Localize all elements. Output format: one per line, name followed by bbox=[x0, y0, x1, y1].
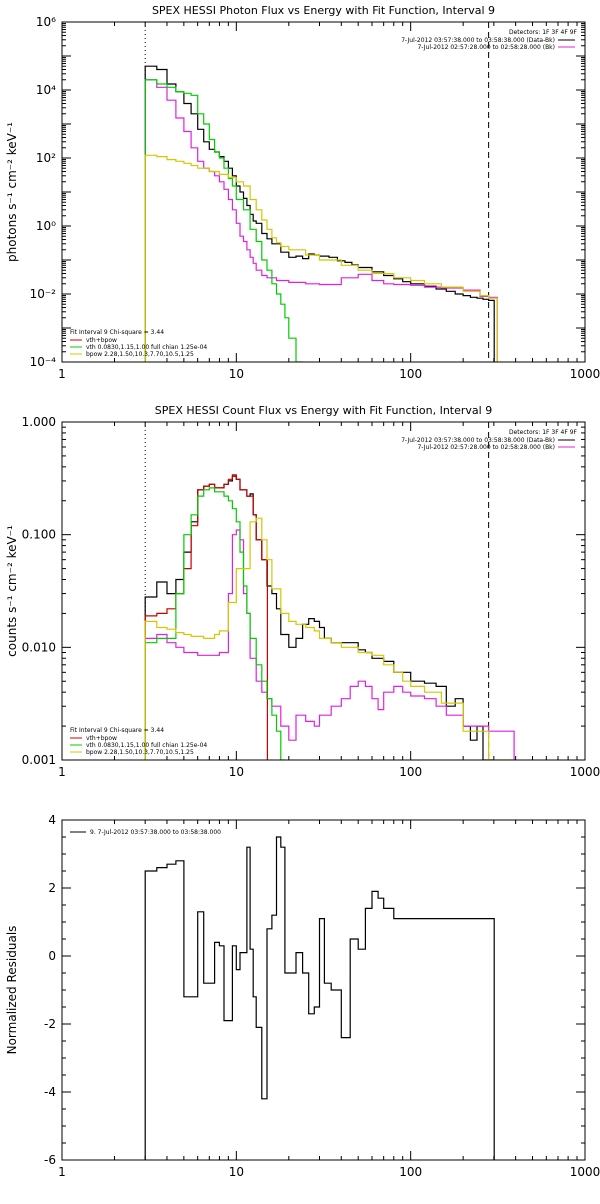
y-tick-label: 10² bbox=[36, 151, 56, 165]
legend-label: 9. 7-Jul-2012 03:57:38.000 to 03:58:38.0… bbox=[90, 829, 221, 836]
series-line-1 bbox=[144, 836, 495, 1160]
fit-line-label: vth+bpow bbox=[86, 337, 117, 344]
series-line-3 bbox=[144, 79, 304, 362]
legend-detectors: Detectors: 1F 3F 4F 9F bbox=[509, 429, 578, 436]
y-tick-label: 0.100 bbox=[22, 528, 56, 542]
fit-line-label: bpow 2.28,1.50,10.3,7.70,10.5,1.25 bbox=[86, 351, 194, 358]
series-line-4 bbox=[144, 154, 498, 362]
x-tick-label: 1000 bbox=[570, 367, 600, 381]
y-axis-label: photons s⁻¹ cm⁻² keV⁻¹ bbox=[5, 122, 19, 262]
fit-header: Fit Interval 9 Chi-square = 3.44 bbox=[70, 329, 164, 336]
fit-line-label: vth 0.0830,1.15,1.00 full chian 1.25e-04 bbox=[86, 742, 207, 749]
legend-entry-label: 7-Jul-2012 02:57:28.000 to 02:58:28.000 … bbox=[417, 44, 555, 51]
legend-entry-label: 7-Jul-2012 03:57:38.000 to 03:58:38.000 … bbox=[401, 437, 555, 444]
x-tick-label: 100 bbox=[399, 765, 422, 779]
series-line-2 bbox=[144, 474, 268, 760]
series-line-3 bbox=[144, 529, 515, 760]
y-axis-label: counts s⁻¹ cm⁻² keV⁻¹ bbox=[5, 525, 19, 657]
legend-entry-label: 7-Jul-2012 03:57:38.000 to 03:58:38.000 … bbox=[401, 37, 555, 44]
fit-line-label: vth 0.0830,1.15,1.00 full chian 1.25e-04 bbox=[86, 344, 207, 351]
y-tick-label: 0.010 bbox=[22, 640, 56, 654]
y-tick-label: 10⁴ bbox=[36, 83, 56, 97]
y-axis-label: Normalized Residuals bbox=[5, 926, 19, 1055]
x-tick-label: 10 bbox=[229, 765, 244, 779]
y-tick-label: 1.000 bbox=[22, 415, 56, 429]
fit-line-label: bpow 2.28,1.50,10.3,7.70,10.5,1.25 bbox=[86, 749, 194, 756]
y-tick-label: 0 bbox=[48, 949, 56, 963]
chart-3: 1 10 100 1000 -6 -4 -2 0 2 4 Normalized Residuals 9… bbox=[5, 813, 600, 1179]
x-tick-label: 1000 bbox=[570, 765, 600, 779]
x-tick-label: 10 bbox=[229, 367, 244, 381]
y-tick-label: -2 bbox=[44, 1017, 56, 1031]
series-group bbox=[144, 474, 515, 760]
y-tick-label: 4 bbox=[48, 813, 56, 827]
y-tick-label: 2 bbox=[48, 881, 56, 895]
chart-title: SPEX HESSI Count Flux vs Energy with Fit… bbox=[155, 404, 492, 417]
series-group bbox=[144, 65, 498, 362]
chart-2: SPEX HESSI Count Flux vs Energy with Fit… bbox=[5, 404, 600, 779]
y-tick-label: -4 bbox=[44, 1085, 56, 1099]
series-line-2 bbox=[144, 79, 498, 362]
y-tick-label: 10⁻² bbox=[30, 287, 57, 301]
plot-frame bbox=[61, 819, 586, 1161]
plot-frame bbox=[61, 421, 586, 761]
x-tick-label: 10 bbox=[229, 1165, 244, 1179]
x-tick-label: 100 bbox=[399, 367, 422, 381]
series-line-4 bbox=[144, 487, 286, 760]
x-tick-label: 100 bbox=[399, 1165, 422, 1179]
y-tick-label: 10⁰ bbox=[36, 219, 56, 233]
x-tick-label: 1 bbox=[58, 1165, 66, 1179]
series-line-1 bbox=[144, 65, 495, 362]
x-tick-label: 1000 bbox=[570, 1165, 600, 1179]
x-tick-label: 1 bbox=[58, 765, 66, 779]
y-tick-label: 10⁻⁴ bbox=[30, 355, 57, 369]
y-tick-label: 0.001 bbox=[22, 753, 56, 767]
plot-frame bbox=[61, 21, 586, 363]
fit-line-label: vth+bpow bbox=[86, 735, 117, 742]
chart-title: SPEX HESSI Photon Flux vs Energy with Fi… bbox=[152, 4, 495, 17]
fit-header: Fit Interval 9 Chi-square = 3.44 bbox=[70, 727, 164, 734]
x-tick-label: 1 bbox=[58, 367, 66, 381]
series-group bbox=[144, 836, 495, 1160]
legend-entry-label: 7-Jul-2012 02:57:28.000 to 02:58:28.000 … bbox=[417, 444, 555, 451]
y-tick-label: -6 bbox=[44, 1153, 56, 1167]
legend-detectors: Detectors: 1F 3F 4F 9F bbox=[509, 29, 578, 36]
series-line-5 bbox=[144, 517, 515, 760]
chart-1: SPEX HESSI Photon Flux vs Energy with Fi… bbox=[5, 4, 600, 381]
y-tick-label: 10⁶ bbox=[36, 15, 56, 29]
